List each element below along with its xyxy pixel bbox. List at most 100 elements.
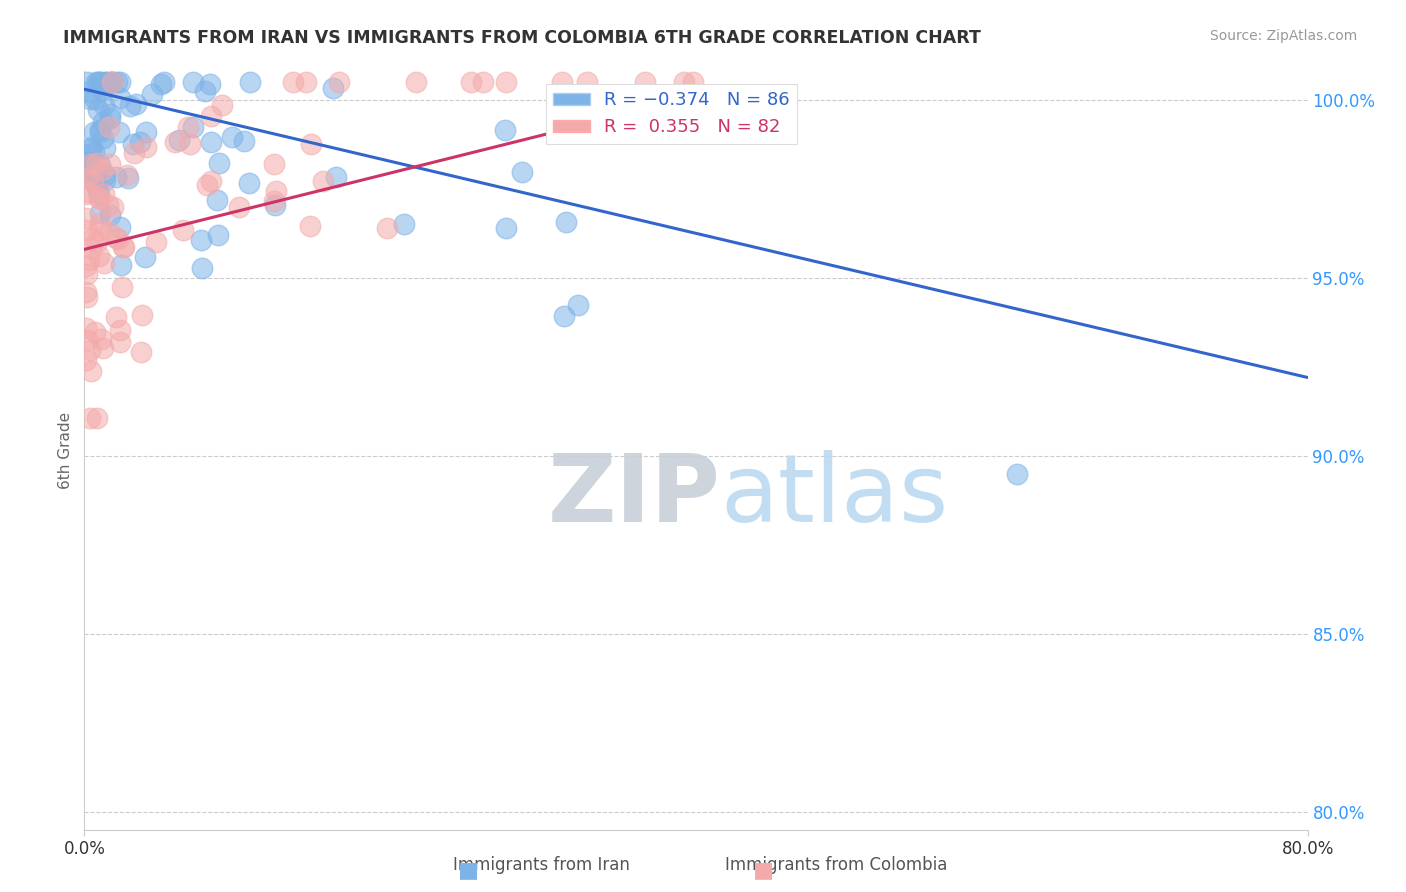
Point bbox=[672, 75, 695, 89]
Point bbox=[328, 75, 350, 89]
Point bbox=[79, 343, 101, 357]
Point bbox=[107, 231, 129, 245]
Point bbox=[84, 176, 107, 190]
Point bbox=[177, 120, 200, 135]
Point bbox=[84, 325, 107, 339]
Point bbox=[93, 187, 115, 202]
Point bbox=[111, 240, 134, 254]
Point bbox=[82, 231, 104, 245]
Point bbox=[83, 174, 105, 188]
Point bbox=[682, 75, 704, 89]
Point bbox=[75, 352, 97, 367]
Point bbox=[87, 75, 110, 89]
Point bbox=[93, 256, 115, 270]
Point bbox=[281, 75, 304, 89]
Point bbox=[79, 364, 101, 378]
Point bbox=[200, 77, 222, 91]
Point bbox=[91, 115, 114, 129]
Point bbox=[145, 235, 167, 250]
Point bbox=[98, 107, 121, 121]
Point bbox=[200, 174, 222, 188]
Point bbox=[89, 75, 111, 89]
Point bbox=[128, 135, 150, 149]
Point bbox=[97, 225, 120, 239]
Point bbox=[98, 156, 121, 170]
Point bbox=[167, 133, 190, 147]
Point bbox=[91, 130, 114, 145]
Text: Immigrants from Colombia: Immigrants from Colombia bbox=[725, 855, 948, 873]
Point bbox=[121, 136, 143, 151]
Point bbox=[179, 137, 201, 152]
Point bbox=[87, 103, 110, 117]
Point bbox=[75, 187, 97, 202]
Text: IMMIGRANTS FROM IRAN VS IMMIGRANTS FROM COLOMBIA 6TH GRADE CORRELATION CHART: IMMIGRANTS FROM IRAN VS IMMIGRANTS FROM … bbox=[63, 29, 981, 47]
Point bbox=[93, 98, 115, 112]
Point bbox=[512, 165, 534, 179]
Point bbox=[76, 75, 98, 89]
Text: atlas: atlas bbox=[720, 450, 949, 542]
Point bbox=[82, 173, 104, 187]
Point bbox=[84, 168, 107, 182]
Point bbox=[195, 178, 218, 192]
Text: Immigrants from Iran: Immigrants from Iran bbox=[453, 855, 630, 873]
Point bbox=[80, 157, 103, 171]
Point bbox=[86, 410, 108, 425]
Point bbox=[551, 75, 574, 89]
Point bbox=[94, 75, 117, 89]
Point bbox=[263, 198, 285, 212]
Point bbox=[110, 335, 132, 350]
Point bbox=[89, 125, 111, 139]
Point bbox=[163, 135, 186, 149]
Text: ZIP: ZIP bbox=[547, 450, 720, 542]
Point bbox=[207, 193, 229, 207]
Point bbox=[101, 75, 124, 89]
Point bbox=[405, 75, 427, 89]
Point bbox=[181, 75, 204, 89]
Point bbox=[131, 344, 153, 359]
Point bbox=[125, 97, 148, 112]
Point bbox=[76, 171, 98, 186]
Point bbox=[325, 169, 347, 184]
Point bbox=[152, 75, 174, 89]
Point bbox=[232, 134, 254, 148]
Point bbox=[91, 341, 114, 355]
Point bbox=[84, 75, 107, 89]
Point bbox=[117, 171, 139, 186]
Point bbox=[576, 75, 599, 89]
Point bbox=[80, 142, 103, 156]
Point bbox=[76, 290, 98, 304]
Point bbox=[75, 146, 97, 161]
Point bbox=[75, 285, 97, 299]
Point bbox=[89, 222, 111, 236]
Point bbox=[91, 162, 114, 177]
Point bbox=[131, 308, 153, 322]
Point bbox=[108, 323, 131, 337]
Point bbox=[87, 187, 110, 202]
Point bbox=[375, 221, 398, 235]
Point bbox=[172, 223, 194, 237]
Point bbox=[75, 260, 97, 274]
Point bbox=[104, 230, 127, 244]
Point bbox=[141, 87, 163, 101]
Point bbox=[472, 75, 495, 89]
Point bbox=[89, 158, 111, 172]
Point bbox=[118, 99, 141, 113]
Point bbox=[1005, 467, 1028, 481]
Point bbox=[89, 206, 111, 220]
Point bbox=[105, 75, 128, 89]
Point bbox=[108, 75, 131, 89]
Point bbox=[75, 211, 97, 226]
Point bbox=[150, 77, 173, 91]
Point bbox=[110, 91, 132, 105]
Point bbox=[91, 83, 114, 97]
Point bbox=[96, 75, 118, 89]
Point bbox=[312, 174, 335, 188]
Point bbox=[200, 109, 222, 123]
Point bbox=[200, 136, 222, 150]
Point bbox=[112, 240, 135, 254]
Point bbox=[89, 216, 111, 230]
Point bbox=[89, 123, 111, 137]
Point bbox=[134, 250, 156, 264]
Point bbox=[82, 163, 104, 178]
Point bbox=[238, 176, 260, 190]
